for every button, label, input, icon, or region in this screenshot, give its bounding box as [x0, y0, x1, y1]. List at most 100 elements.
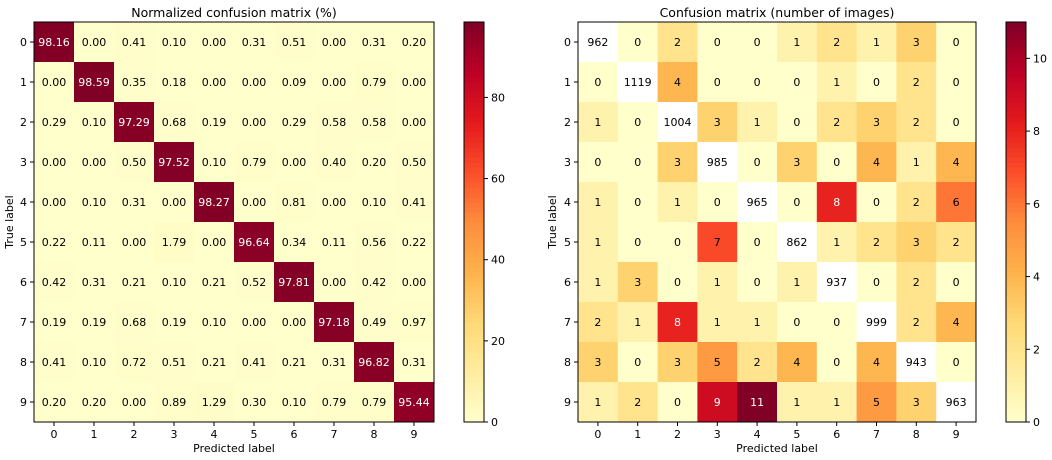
heatmap-cell [234, 62, 275, 103]
colorbar-segment [1006, 132, 1026, 138]
colorbar-segment [464, 337, 484, 343]
heatmap-cell [697, 142, 738, 183]
colorbar-segment [1006, 412, 1026, 418]
heatmap-cell [896, 102, 937, 143]
x-tick-label: 5 [251, 428, 258, 441]
heatmap-cell [697, 302, 738, 343]
cell-value-label: 8 [674, 316, 681, 329]
cell-value-label: 0 [833, 156, 840, 169]
cell-value-label: 0.41 [242, 356, 267, 369]
colorbar-segment [1006, 407, 1026, 413]
cell-value-label: 1 [594, 396, 601, 409]
cell-value-label: 0.10 [362, 196, 387, 209]
cell-value-label: 0.21 [282, 356, 307, 369]
cell-value-label: 0.00 [402, 276, 427, 289]
heatmap-cell [314, 62, 355, 103]
heatmap-cell [657, 102, 698, 143]
cell-value-label: 0 [793, 316, 800, 329]
heatmap-cell [34, 382, 75, 423]
heatmap-cell [394, 342, 435, 383]
heatmap-cell [777, 182, 818, 223]
colorbar-segment [1006, 152, 1026, 158]
heatmap-cell [314, 342, 355, 383]
heatmap-cell [234, 182, 275, 223]
heatmap-cell [617, 342, 659, 383]
x-tick-label: 1 [634, 428, 641, 441]
colorbar-segment [1006, 57, 1026, 63]
colorbar-segment [1006, 207, 1026, 213]
colorbar-segment [1006, 352, 1026, 358]
cell-value-label: 2 [913, 196, 920, 209]
x-axis-ticks: 0 1 2 3 4 5 6 7 8 9 [51, 422, 418, 441]
colorbar-segment [1006, 67, 1026, 73]
cell-value-label: 0.41 [122, 36, 147, 49]
cell-value-label: 0.00 [242, 196, 267, 209]
colorbar-frame [1005, 21, 1027, 423]
colorbar: 0 2 4 6 8 10 [1005, 21, 1047, 429]
colorbar-segment [1006, 187, 1026, 193]
colorbar-gradient [1006, 22, 1026, 423]
colorbar-segment [1006, 117, 1026, 123]
cell-value-label: 2 [913, 116, 920, 129]
cell-value-label: 0.11 [322, 236, 347, 249]
colorbar-segment [1006, 362, 1026, 368]
cell-value-label: 2 [754, 356, 761, 369]
cell-value-label: 0.41 [402, 196, 427, 209]
heatmap-cell [896, 222, 937, 263]
cell-value-label: 0.00 [122, 396, 147, 409]
colorbar-segment [1006, 112, 1026, 118]
cell-value-label: 0.49 [362, 316, 387, 329]
heatmap-cell [896, 262, 937, 303]
cell-value-label: 0 [754, 276, 761, 289]
heatmap-cell [936, 222, 977, 263]
cell-value-label: 0 [594, 76, 601, 89]
normalized-confusion-matrix-chart: Normalized confusion matrix (%) 98.16 0.0… [3, 5, 505, 455]
heatmap-cell [154, 222, 195, 263]
heatmap-cell [856, 182, 897, 223]
colorbar-segment [464, 297, 484, 303]
heatmap-cell [354, 222, 395, 263]
colorbar-segment [1006, 282, 1026, 288]
heatmap-cell [194, 382, 235, 423]
heatmap-cell [816, 102, 858, 143]
cell-value-label: 0.10 [82, 196, 107, 209]
heatmap-cell [34, 142, 75, 183]
cell-value-label: 0.40 [322, 156, 347, 169]
cell-value-label: 2 [953, 236, 960, 249]
cell-value-label: 3 [674, 356, 681, 369]
heatmap-cell [354, 262, 395, 303]
colorbar-segment [1006, 22, 1026, 28]
colorbar-tick-label: 10 [1033, 52, 1047, 65]
heatmap-cell [578, 342, 619, 383]
plot-frame [577, 21, 977, 423]
colorbar-segment [464, 287, 484, 293]
y-tick-label: 0 [20, 36, 27, 49]
heatmap-cell [354, 142, 395, 183]
y-axis-ticks: 0 1 2 3 4 5 6 7 8 9 [20, 36, 34, 409]
cell-value-label: 0.50 [402, 156, 427, 169]
colorbar-segment [464, 402, 484, 408]
x-tick-label: 0 [594, 428, 601, 441]
heatmap-cell [154, 262, 195, 303]
heatmap-cell [777, 142, 818, 183]
cell-value-label: 0.19 [42, 316, 67, 329]
colorbar-segment [1006, 312, 1026, 318]
cell-value-label: 0.09 [282, 76, 307, 89]
heatmap-cell [737, 142, 778, 183]
heatmap-cell [617, 22, 659, 63]
cell-value-label: 0.42 [362, 276, 387, 289]
heatmap-cell [314, 22, 355, 63]
colorbar-segment [464, 22, 484, 28]
colorbar-segment [1006, 347, 1026, 353]
colorbar-segment [1006, 307, 1026, 313]
colorbar-segment [464, 352, 484, 358]
cell-value-label: 0.81 [282, 196, 307, 209]
colorbar-segment [464, 232, 484, 238]
cell-value-label: 1 [594, 116, 601, 129]
colorbar-segment [1006, 287, 1026, 293]
colorbar-tick-label: 0 [491, 416, 498, 429]
cell-value-label: 97.52 [158, 156, 190, 169]
heatmap-cell [314, 182, 355, 223]
heatmap-cell [314, 102, 355, 143]
colorbar-segment [1006, 302, 1026, 308]
